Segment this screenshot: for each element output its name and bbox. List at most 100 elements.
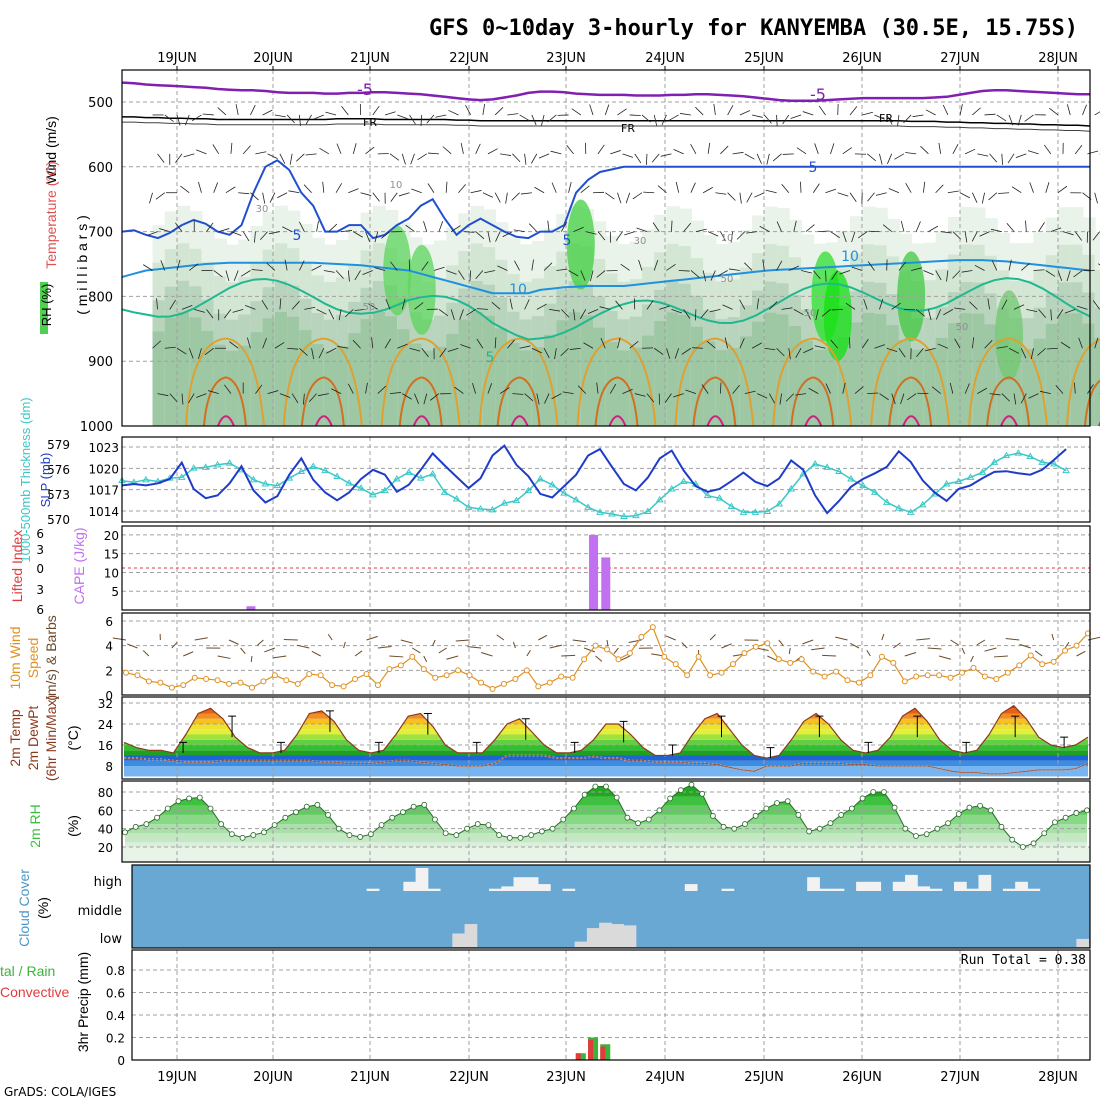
wind-barb [739, 338, 745, 349]
wind10-point [626, 650, 633, 657]
pressure-tick: 500 [88, 96, 113, 111]
wind-barb [225, 270, 230, 282]
wind-barb [347, 383, 354, 394]
wind-barb [547, 220, 550, 232]
wind-barb [1020, 348, 1027, 359]
wind10-barb [538, 634, 548, 641]
date-label-top: 28JUN [1038, 51, 1078, 66]
wind-barb [604, 104, 610, 116]
wind10-barb [283, 638, 298, 641]
wind10-point [1050, 658, 1057, 665]
wind-barb [460, 142, 464, 154]
wind10-point [523, 667, 530, 674]
cape-bar [601, 557, 611, 610]
wind-barb [764, 347, 776, 351]
precip-tick: 0.4 [106, 1009, 125, 1023]
wind-barb [1076, 305, 1088, 310]
wind10-barb [866, 649, 871, 657]
temp-contour-25 [804, 415, 823, 427]
wind10-barb [366, 635, 378, 641]
wind10-tick: 6 [105, 615, 113, 629]
temp-band [124, 724, 1088, 730]
wind-barb [491, 301, 501, 310]
wind-barb [1020, 393, 1027, 404]
wind-barb [499, 387, 510, 394]
wind-barb [1033, 269, 1045, 271]
wind10-barb [250, 655, 253, 663]
wind-barb [610, 150, 621, 155]
wind-barb [420, 114, 423, 126]
rh-tick: 60 [98, 804, 113, 818]
wind-barb [470, 190, 482, 194]
rh-shade [960, 313, 974, 426]
wind10-point [180, 682, 187, 689]
wind10m-panel: 0 2 4 6 [105, 612, 1100, 703]
wind-barb [507, 339, 515, 349]
wind-barb [157, 153, 165, 163]
wind10-tick: 0 [105, 689, 113, 703]
rh-point [528, 832, 535, 838]
wind-barb [176, 259, 181, 271]
temp-contour-25 [1000, 415, 1018, 427]
rh-point [998, 823, 1005, 830]
wind-barb [560, 221, 568, 232]
wind-barb [1001, 393, 1011, 402]
wind-barb [507, 113, 519, 116]
wind-barb [573, 226, 584, 232]
rh-point [496, 832, 503, 838]
rh-point [549, 825, 556, 832]
cloud-high-bar [427, 888, 441, 891]
rh-point [624, 814, 631, 821]
thickness-point [512, 496, 521, 504]
wind-barb [365, 231, 371, 242]
wind-barb [374, 231, 379, 243]
temp-band [124, 750, 1088, 756]
wind-barb [825, 188, 837, 194]
wind-barb [569, 347, 581, 350]
wind-barb [924, 347, 936, 352]
label-temp-b: 2m DewPt [25, 706, 41, 771]
wind10-point [558, 673, 565, 680]
rh-point [902, 825, 909, 832]
wind-barb [458, 184, 466, 193]
rh-shade [360, 318, 374, 426]
thickness-point [369, 490, 377, 498]
wind-barb [450, 225, 461, 232]
wind-barb [818, 105, 826, 116]
wind10-barb [613, 647, 619, 654]
wind-barb [724, 337, 729, 349]
rh-point [816, 825, 823, 832]
wind10-point [500, 680, 507, 687]
wind-barb [661, 114, 667, 126]
wind-barb [240, 270, 251, 277]
thickness-point [859, 481, 867, 489]
wind10-point [317, 672, 324, 679]
wind-barb [282, 226, 293, 232]
wind-barb [673, 393, 684, 398]
wind-barb [842, 382, 846, 394]
li-tick: 3 [36, 583, 44, 597]
wind-barb [446, 270, 457, 275]
wind10-point [672, 661, 679, 668]
temp-contour-15 [968, 337, 1049, 427]
wind-barb [433, 266, 445, 271]
panel-border [131, 864, 1091, 949]
wind10-barb [970, 655, 974, 663]
rh-point [282, 814, 289, 821]
thickness-point [775, 500, 784, 507]
wind-barb [212, 144, 220, 155]
wind10-point [512, 675, 519, 682]
bottom-date-axis: 19JUN 20JUN 21JUN 22JUN 23JUN 24JUN 25JUN 26JUN… [157, 1070, 1078, 1085]
wind-barb [487, 148, 498, 155]
rh-shade [923, 348, 937, 426]
wind-barb [651, 153, 660, 163]
wind-barb [1006, 223, 1015, 232]
thickness-point [548, 480, 557, 488]
thickness-point [189, 464, 198, 471]
wind-barb [989, 153, 998, 163]
wind10-point [535, 683, 542, 690]
wind10-point [878, 653, 885, 660]
rh-core [897, 251, 926, 342]
wind-barb [971, 231, 978, 242]
